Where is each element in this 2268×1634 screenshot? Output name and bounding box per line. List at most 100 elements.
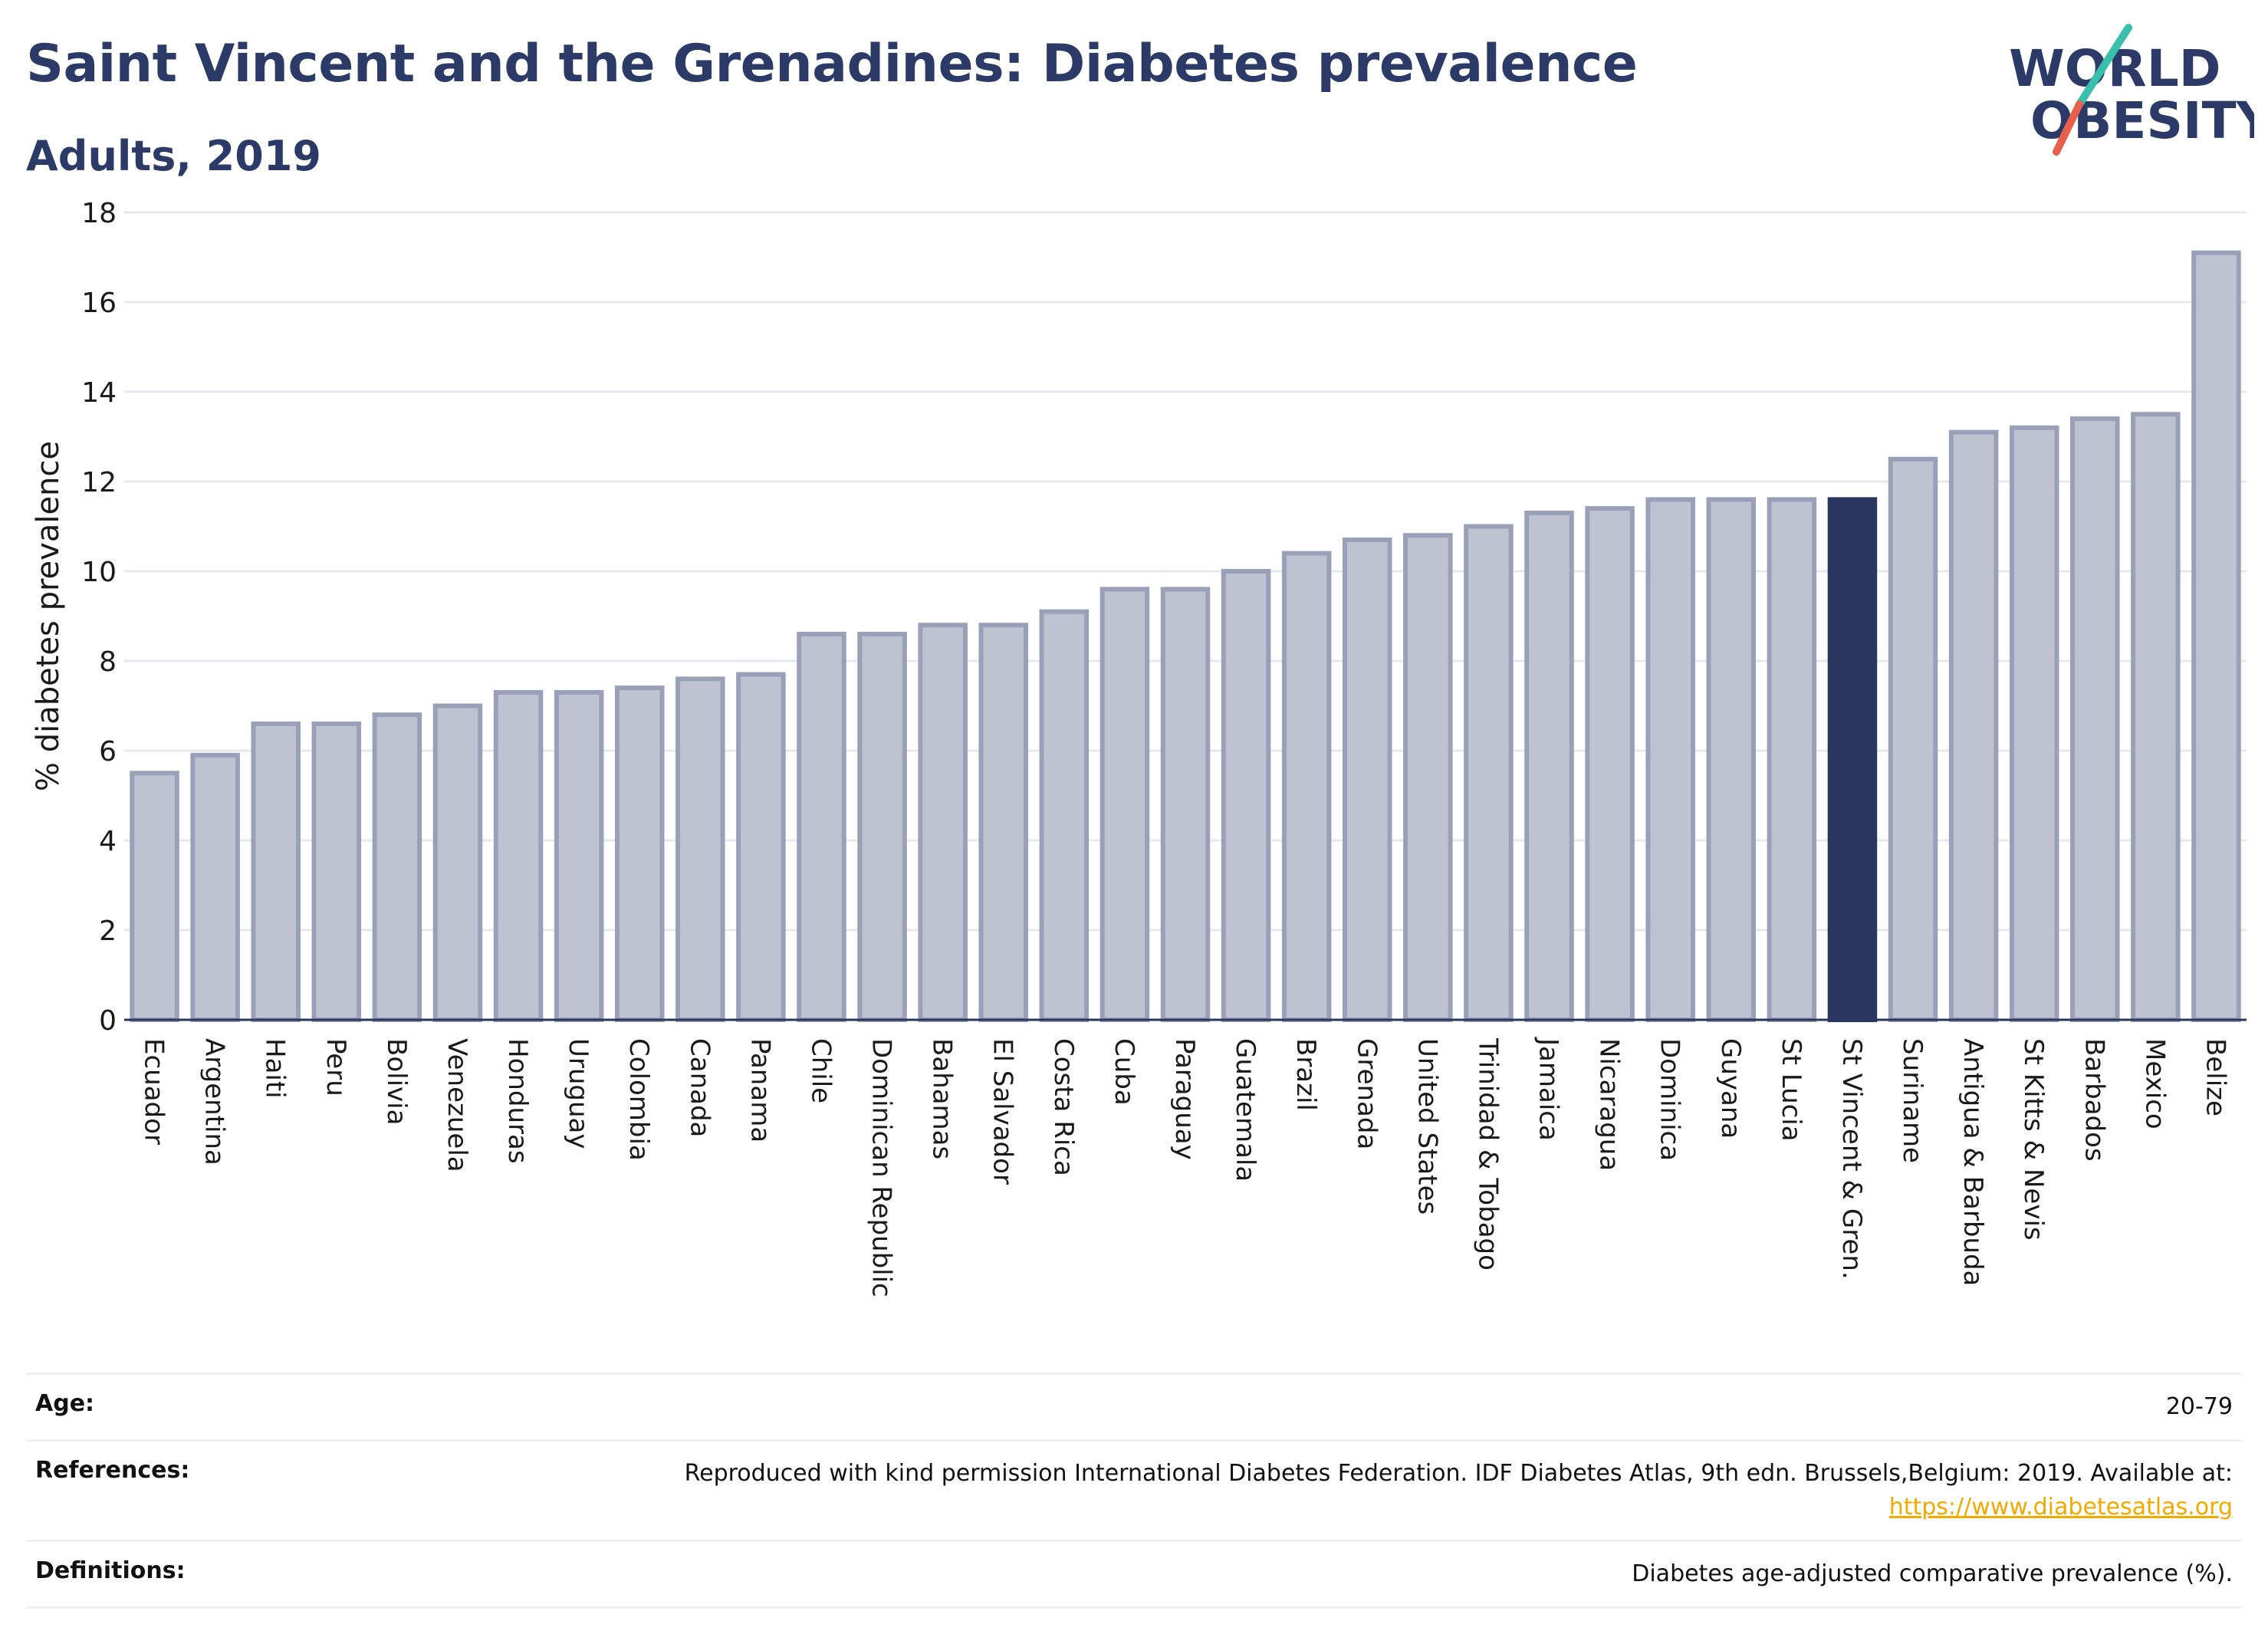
footer-row-age: Age: 20-79 — [26, 1373, 2242, 1439]
x-tick-label: Trinidad & Tobago — [1472, 1037, 1503, 1271]
x-tick-label: Grenada — [1351, 1038, 1382, 1149]
bar — [1099, 587, 1150, 1022]
bar — [614, 685, 665, 1022]
x-tick-label: Colombia — [623, 1038, 654, 1161]
x-tick-label: Guatemala — [1230, 1038, 1261, 1182]
y-tick-label: 16 — [81, 288, 117, 319]
bar — [675, 676, 725, 1023]
bar — [978, 623, 1029, 1022]
x-tick-label: Jamaica — [1533, 1037, 1564, 1141]
x-tick-label: Bolivia — [381, 1038, 412, 1125]
x-tick-label: Panama — [744, 1038, 775, 1142]
x-tick-label: Argentina — [199, 1038, 230, 1165]
x-tick-label: Dominican Republic — [866, 1038, 897, 1297]
bar — [1403, 533, 1453, 1022]
x-tick-label: Honduras — [502, 1038, 533, 1164]
x-tick-label: Peru — [320, 1038, 351, 1096]
bar — [1706, 497, 1757, 1022]
bar — [1039, 609, 1090, 1022]
bar — [1464, 524, 1514, 1022]
bar-chart: 0 2 4 6 8 10 12 14 16 18 Ecuador Argentina Haiti Per… — [31, 198, 2247, 1297]
references-label: References: — [35, 1457, 190, 1484]
bar — [1221, 569, 1271, 1022]
bar — [432, 703, 483, 1022]
bar — [797, 631, 846, 1023]
references-link[interactable]: https://www.diabetesatlas.org — [1888, 1494, 2233, 1521]
bar — [918, 623, 968, 1022]
x-tick-label: Uruguay — [563, 1038, 593, 1149]
y-tick-label: 6 — [99, 736, 117, 768]
logo-slash-teal — [2076, 24, 2132, 108]
y-tick-label: 18 — [81, 198, 117, 229]
bar — [1524, 510, 1574, 1022]
bar — [130, 771, 179, 1022]
x-tick-label: Venezuela — [442, 1038, 472, 1172]
x-tick-label: Barbados — [2079, 1038, 2109, 1162]
x-tick-label: Antigua & Barbuda — [1957, 1038, 1988, 1286]
bar — [1888, 456, 1938, 1022]
bar — [372, 712, 422, 1022]
bar — [1767, 497, 1817, 1022]
y-axis-ticks: 0 2 4 6 8 10 12 14 16 18 — [81, 198, 117, 1037]
x-tick-label: Mexico — [2139, 1038, 2170, 1129]
bar — [2191, 250, 2241, 1022]
bars — [130, 250, 2241, 1023]
x-tick-label: St Kitts & Nevis — [2018, 1038, 2049, 1241]
bar — [1281, 551, 1332, 1022]
x-tick-label: Paraguay — [1169, 1038, 1200, 1160]
age-label: Age: — [35, 1390, 95, 1417]
x-tick-label: Costa Rica — [1048, 1038, 1079, 1176]
x-tick-label: Chile — [805, 1038, 836, 1103]
references-text: Reproduced with kind permission Internat… — [684, 1460, 2233, 1487]
y-axis-title: % diabetes prevalence — [31, 441, 66, 791]
y-tick-label: 2 — [99, 916, 117, 947]
chart-subtitle: Adults, 2019 — [26, 132, 321, 180]
bar — [251, 721, 301, 1023]
bar — [493, 689, 544, 1022]
y-tick-label: 4 — [99, 826, 117, 857]
y-tick-label: 10 — [81, 557, 117, 588]
x-tick-label: Nicaragua — [1594, 1038, 1625, 1171]
x-tick-label: Dominica — [1655, 1038, 1685, 1161]
y-tick-label: 14 — [81, 377, 117, 409]
bar — [2009, 425, 2059, 1022]
x-tick-label: Haiti — [260, 1038, 291, 1099]
bar — [1160, 587, 1211, 1022]
y-tick-label: 0 — [99, 1005, 117, 1037]
footer-row-definitions: Definitions: Diabetes age-adjusted compa… — [26, 1540, 2242, 1609]
bar — [1342, 538, 1392, 1022]
x-tick-label: Canada — [684, 1038, 715, 1137]
x-tick-label: United States — [1412, 1038, 1442, 1215]
y-tick-label: 8 — [99, 646, 117, 678]
references-value: Reproduced with kind permission Internat… — [685, 1457, 2233, 1524]
bar — [1948, 429, 1999, 1022]
x-tick-label: El Salvador — [988, 1038, 1018, 1185]
definitions-label: Definitions: — [35, 1557, 186, 1584]
footer-table: Age: 20-79 References: Reproduced with k… — [26, 1373, 2242, 1609]
bar — [736, 672, 786, 1022]
world-obesity-logo: WORLD OBESITY — [2009, 24, 2254, 156]
x-tick-label: Guyana — [1715, 1038, 1746, 1139]
x-tick-label: Bahamas — [927, 1038, 958, 1159]
bar — [190, 752, 240, 1022]
bar — [311, 721, 362, 1023]
bar — [1585, 506, 1635, 1022]
chart-title: Saint Vincent and the Grenadines: Diabet… — [26, 34, 1638, 94]
bar — [2070, 416, 2120, 1022]
logo-slash-red — [2053, 100, 2083, 156]
x-tick-label: Cuba — [1109, 1038, 1139, 1106]
x-tick-label: Belize — [2200, 1038, 2230, 1116]
bar — [857, 631, 907, 1023]
footer-row-references: References: Reproduced with kind permiss… — [26, 1439, 2242, 1540]
bar-highlight — [1827, 497, 1878, 1022]
bar — [1645, 497, 1695, 1022]
definitions-value: Diabetes age-adjusted comparative preval… — [1632, 1560, 2233, 1587]
x-tick-label: St Vincent & Gren. — [1836, 1038, 1867, 1280]
x-tick-label: Ecuador — [139, 1038, 169, 1145]
y-tick-label: 12 — [81, 467, 117, 498]
bar — [554, 689, 604, 1022]
x-tick-label: St Lucia — [1776, 1038, 1806, 1142]
x-tick-label: Brazil — [1290, 1038, 1321, 1111]
age-value: 20-79 — [2165, 1393, 2233, 1420]
bar — [2131, 412, 2181, 1022]
